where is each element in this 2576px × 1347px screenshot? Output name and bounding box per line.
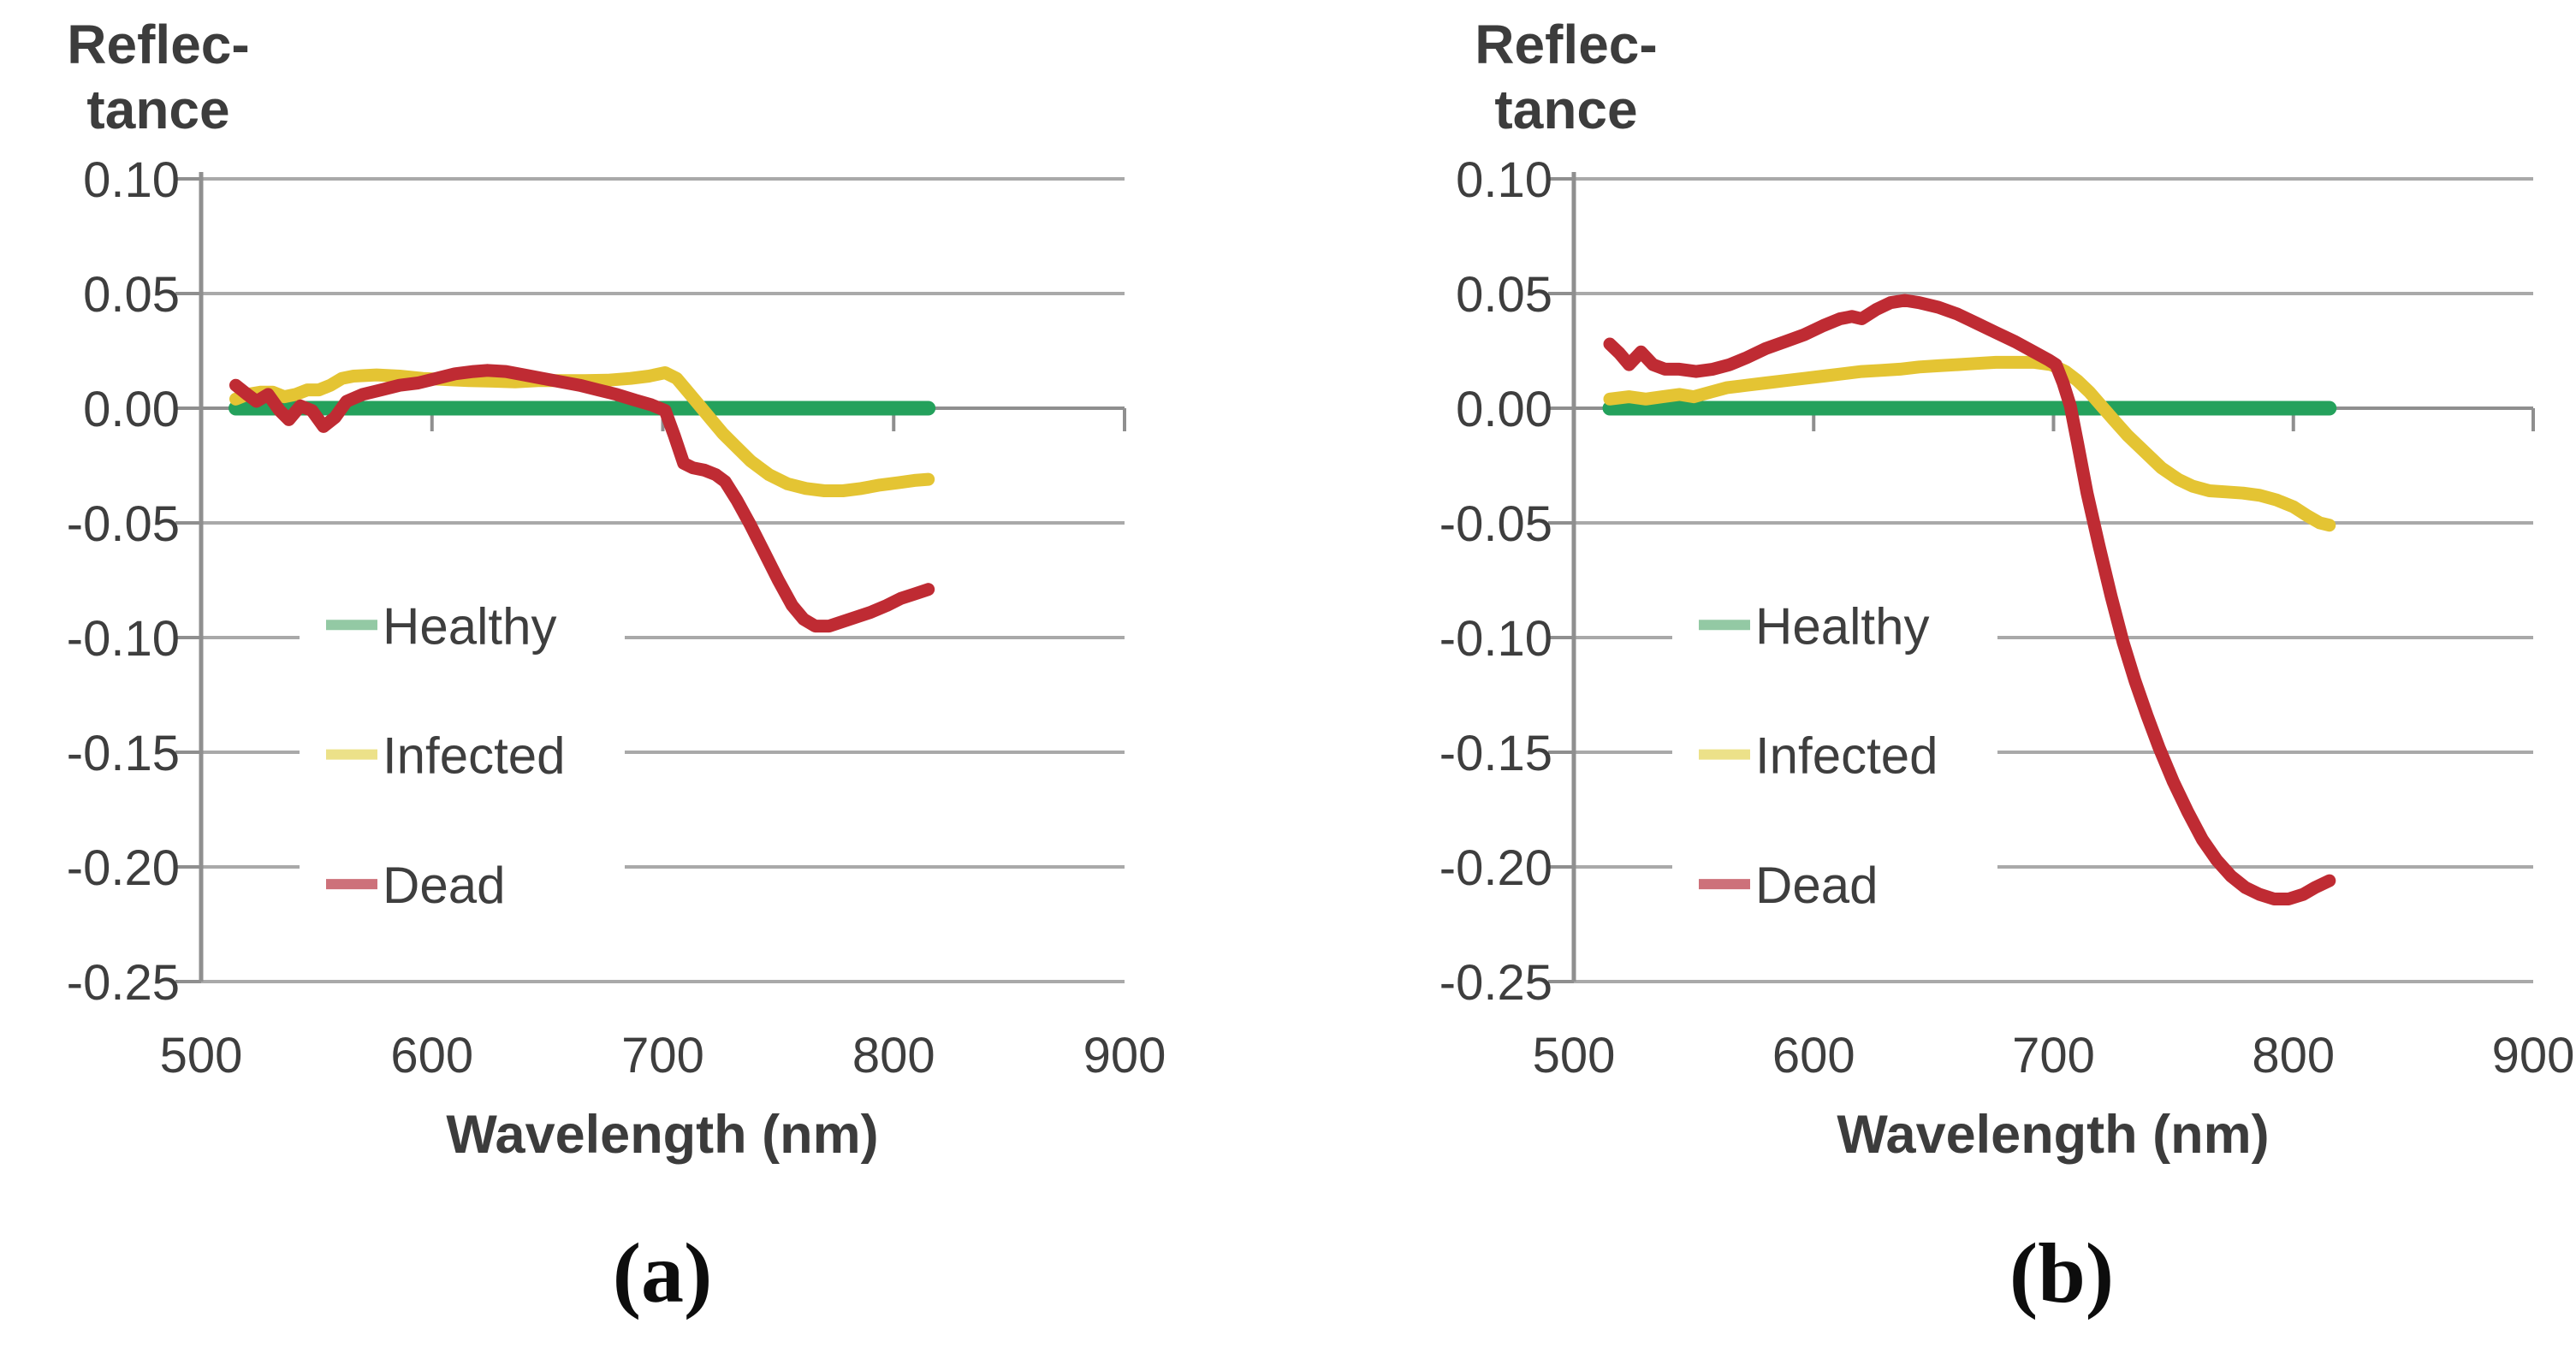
line-chart-a: 0.10 0.05 0.00 -0.05 -0.10 -0.15 -0.20 -0.25 500… [67, 152, 1166, 1083]
legend-label-healthy: Healthy [383, 597, 556, 655]
line-chart-b: 0.10 0.05 0.00 -0.05 -0.10 -0.15 -0.20 -0.25 500… [1439, 152, 2575, 1083]
series-line-infected [229, 366, 935, 497]
y-tick-label: -0.15 [1439, 726, 1552, 781]
legend-label-healthy: Healthy [1755, 597, 1929, 655]
x-tick-label: 600 [390, 1028, 473, 1083]
x-tick-label: 500 [1533, 1028, 1616, 1083]
y-tick-label: -0.20 [67, 840, 180, 896]
legend-label-infected: Infected [383, 727, 566, 785]
y-tick-label: -0.15 [67, 726, 180, 781]
y-axis-title-line1: Reflec- [1475, 14, 1658, 75]
x-tick-label: 500 [160, 1028, 243, 1083]
y-tick-label: -0.05 [1439, 496, 1552, 552]
panel-label-b: (b) [2009, 1225, 2115, 1320]
y-tick-label: -0.25 [1439, 955, 1552, 1011]
chart-panel-b: 0.10 0.05 0.00 -0.05 -0.10 -0.15 -0.20 -0.25 500… [1288, 0, 2576, 1347]
y-axis-title: Reflec- tance [1408, 12, 1724, 142]
y-axis-title: Reflec- tance [0, 12, 317, 142]
series-line-dead [1603, 294, 2336, 905]
y-tick-label: -0.25 [67, 955, 180, 1011]
y-tick-label: 0.05 [1456, 267, 1552, 323]
series-line-dead [229, 364, 935, 633]
x-axis-title: Wavelength (nm) [1837, 1105, 2270, 1165]
x-tick-label: 600 [1772, 1028, 1855, 1083]
x-tick-label: 900 [2492, 1028, 2575, 1083]
y-axis-title-line1: Reflec- [67, 14, 250, 75]
y-tick-label: -0.05 [67, 496, 180, 552]
x-tick-label: 800 [852, 1028, 935, 1083]
legend-label-infected: Infected [1755, 727, 1938, 785]
series-line-infected [1603, 355, 2336, 532]
y-tick-label: -0.10 [67, 611, 180, 667]
x-tick-label: 700 [621, 1028, 704, 1083]
y-tick-label: 0.10 [83, 152, 180, 208]
chart-panel-a: 0.10 0.05 0.00 -0.05 -0.10 -0.15 -0.20 -0.25 500… [0, 12, 1166, 1320]
x-tick-label: 700 [2012, 1028, 2095, 1083]
x-tick-label: 900 [1083, 1028, 1166, 1083]
y-tick-label: -0.20 [1439, 840, 1552, 896]
y-tick-label: 0.10 [1456, 152, 1552, 208]
y-tick-label: 0.05 [83, 267, 180, 323]
x-axis-title: Wavelength (nm) [446, 1105, 879, 1165]
y-axis-title-line2: tance [86, 79, 230, 140]
x-tick-label: 800 [2252, 1028, 2335, 1083]
y-tick-label: 0.00 [1456, 382, 1552, 437]
y-axis-title-line2: tance [1494, 79, 1638, 140]
legend-label-dead: Dead [383, 857, 505, 914]
y-tick-label: -0.10 [1439, 611, 1552, 667]
panel-label-a: (a) [612, 1225, 713, 1320]
legend-label-dead: Dead [1755, 857, 1878, 914]
y-tick-label: 0.00 [83, 382, 180, 437]
